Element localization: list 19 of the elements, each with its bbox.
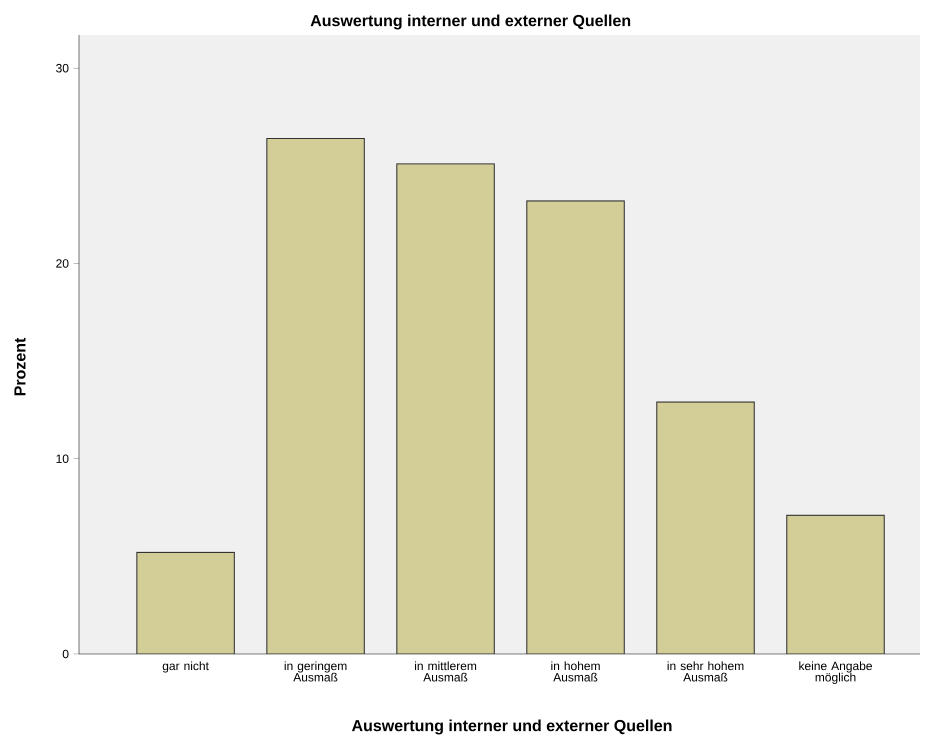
bar bbox=[396, 163, 495, 654]
y-tick-label: 20 bbox=[56, 259, 68, 268]
x-tick-label: in mittlerem Ausmaß bbox=[415, 661, 476, 682]
x-tick-label: gar nicht bbox=[162, 661, 209, 673]
bar bbox=[266, 138, 365, 654]
x-tick-label: keine Angabe möglich bbox=[799, 661, 872, 684]
chart-title: Auswertung interner und externer Quellen bbox=[310, 14, 630, 30]
x-tick-label: in geringem Ausmaß bbox=[284, 661, 346, 682]
x-tick-label: in hohem Ausmaß bbox=[551, 661, 600, 682]
x-tick-label: in sehr hohem Ausmaß bbox=[668, 661, 744, 682]
y-tick-label: 0 bbox=[62, 650, 68, 658]
y-axis-title: Prozent bbox=[14, 338, 26, 396]
bar bbox=[656, 402, 755, 654]
x-axis-title: Auswertung interner und externer Quellen bbox=[352, 720, 672, 734]
bar bbox=[136, 552, 235, 654]
bar bbox=[786, 514, 885, 654]
bar bbox=[526, 200, 625, 654]
y-tick-label: 10 bbox=[56, 454, 68, 463]
y-tick-label: 30 bbox=[56, 64, 68, 72]
